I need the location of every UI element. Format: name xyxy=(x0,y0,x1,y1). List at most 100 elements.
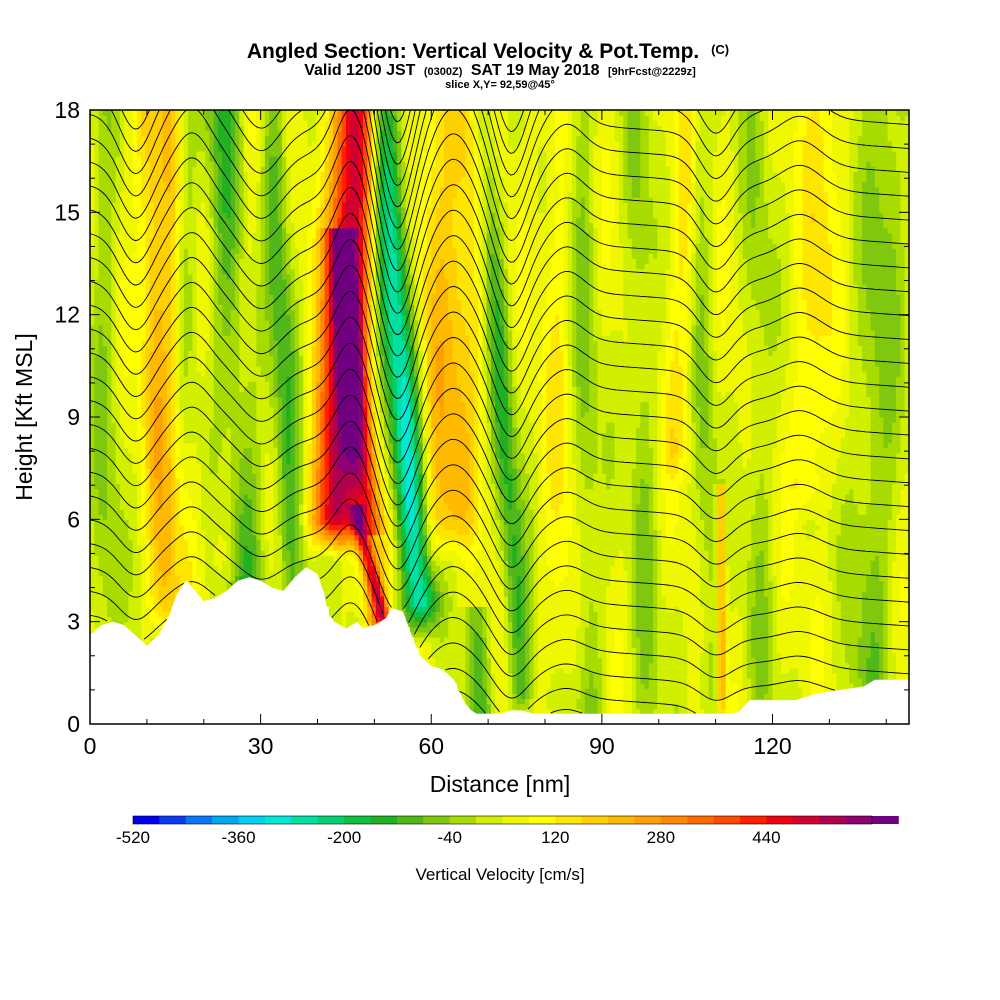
velocity-cell xyxy=(175,499,180,505)
velocity-cell xyxy=(192,166,197,172)
velocity-cell xyxy=(107,586,112,592)
velocity-cell xyxy=(205,407,210,413)
velocity-cell xyxy=(137,632,142,638)
velocity-cell xyxy=(128,202,133,208)
velocity-cell xyxy=(137,356,142,362)
velocity-cell xyxy=(128,161,133,167)
velocity-cell xyxy=(133,345,138,351)
velocity-cell xyxy=(150,530,155,536)
velocity-cell xyxy=(158,356,163,362)
velocity-cell xyxy=(192,361,197,367)
velocity-cell xyxy=(150,571,155,577)
velocity-cell xyxy=(180,171,185,177)
velocity-cell xyxy=(94,130,99,136)
velocity-cell xyxy=(150,565,155,571)
velocity-cell xyxy=(103,182,108,188)
velocity-cell xyxy=(107,591,112,597)
velocity-cell xyxy=(94,596,99,602)
velocity-cell xyxy=(103,110,108,116)
velocity-cell xyxy=(99,443,104,449)
velocity-cell xyxy=(145,345,150,351)
velocity-cell xyxy=(99,253,104,259)
velocity-cell xyxy=(163,484,168,490)
velocity-cell xyxy=(141,581,146,587)
velocity-cell xyxy=(171,202,176,208)
velocity-cell xyxy=(116,228,121,234)
velocity-cell xyxy=(141,233,146,239)
velocity-cell xyxy=(133,171,138,177)
velocity-cell xyxy=(167,576,172,582)
velocity-cell xyxy=(154,571,159,577)
velocity-cell xyxy=(171,581,176,587)
velocity-cell xyxy=(188,120,193,126)
velocity-cell xyxy=(107,448,112,454)
velocity-cell xyxy=(167,371,172,377)
velocity-cell xyxy=(111,264,116,270)
velocity-cell xyxy=(128,453,133,459)
velocity-cell xyxy=(111,514,116,520)
velocity-cell xyxy=(133,499,138,505)
velocity-cell xyxy=(175,151,180,157)
velocity-cell xyxy=(158,330,163,336)
velocity-cell xyxy=(120,366,125,372)
velocity-cell xyxy=(184,243,189,249)
velocity-cell xyxy=(128,299,133,305)
velocity-cell xyxy=(167,381,172,387)
velocity-cell xyxy=(180,391,185,397)
velocity-cell xyxy=(192,484,197,490)
velocity-cell xyxy=(107,161,112,167)
velocity-cell xyxy=(158,417,163,423)
velocity-cell xyxy=(167,601,172,607)
velocity-cell xyxy=(163,601,168,607)
velocity-cell xyxy=(150,499,155,505)
velocity-cell xyxy=(120,371,125,377)
velocity-cell xyxy=(99,586,104,592)
velocity-cell xyxy=(128,217,133,223)
velocity-cell xyxy=(171,576,176,582)
velocity-cell xyxy=(124,550,129,556)
velocity-cell xyxy=(184,320,189,326)
velocity-cell xyxy=(201,530,206,536)
velocity-cell xyxy=(94,437,99,443)
velocity-cell xyxy=(180,125,185,131)
velocity-cell xyxy=(163,223,168,229)
velocity-cell xyxy=(124,325,129,331)
velocity-cell xyxy=(197,115,202,121)
velocity-cell xyxy=(103,397,108,403)
velocity-cell xyxy=(150,622,155,628)
velocity-cell xyxy=(150,320,155,326)
velocity-cell xyxy=(141,443,146,449)
velocity-cell xyxy=(192,146,197,152)
velocity-cell xyxy=(184,325,189,331)
velocity-cell xyxy=(133,233,138,239)
velocity-cell xyxy=(192,141,197,147)
velocity-cell xyxy=(205,484,210,490)
velocity-cell xyxy=(192,376,197,382)
velocity-cell xyxy=(192,350,197,356)
velocity-cell xyxy=(137,294,142,300)
velocity-cell xyxy=(94,407,99,413)
velocity-cell xyxy=(128,519,133,525)
velocity-cell xyxy=(201,146,206,152)
velocity-cell xyxy=(163,294,168,300)
velocity-cell xyxy=(145,330,150,336)
velocity-cell xyxy=(120,504,125,510)
velocity-cell xyxy=(94,478,99,484)
velocity-cell xyxy=(133,606,138,612)
velocity-cell xyxy=(150,361,155,367)
velocity-cell xyxy=(133,187,138,193)
velocity-cell xyxy=(184,212,189,218)
velocity-cell xyxy=(171,279,176,285)
velocity-cell xyxy=(188,335,193,341)
velocity-cell xyxy=(188,284,193,290)
velocity-cell xyxy=(94,192,99,198)
velocity-cell xyxy=(188,279,193,285)
velocity-cell xyxy=(175,453,180,459)
velocity-cell xyxy=(188,202,193,208)
velocity-cell xyxy=(94,453,99,459)
velocity-cell xyxy=(111,453,116,459)
velocity-cell xyxy=(175,494,180,500)
velocity-cell xyxy=(167,560,172,566)
velocity-cell xyxy=(128,335,133,341)
velocity-cell xyxy=(175,576,180,582)
